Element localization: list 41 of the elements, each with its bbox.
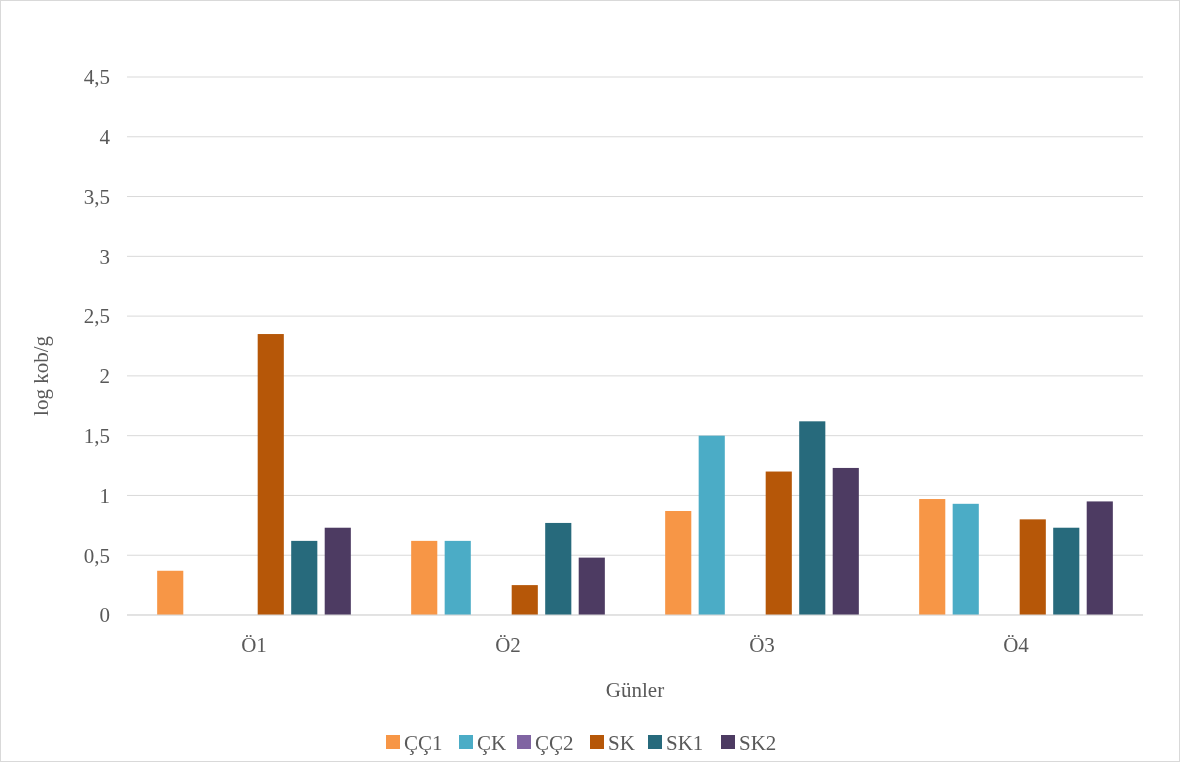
bar	[511, 585, 538, 615]
y-tick-label: 4,5	[83, 65, 110, 90]
bar	[157, 570, 184, 615]
legend-label: ÇK	[477, 731, 507, 756]
y-tick-label: 1	[99, 483, 110, 508]
legend-label: ÇÇ2	[535, 731, 574, 756]
x-tick-label: Ö2	[495, 633, 521, 657]
y-tick-label: 0,5	[83, 543, 110, 568]
bar	[257, 334, 284, 615]
x-tick-label: Ö1	[241, 633, 267, 657]
legend-label: SK	[608, 731, 635, 756]
bar	[665, 510, 692, 615]
bar	[1086, 501, 1113, 615]
y-tick-label: 0	[99, 603, 110, 628]
bar	[411, 540, 438, 615]
y-tick-label: 1,5	[83, 424, 110, 449]
y-tick-label: 4	[99, 125, 111, 150]
bar	[324, 527, 351, 615]
y-tick-label: 2	[99, 364, 110, 389]
bar	[919, 499, 946, 615]
y-tick-label: 3	[99, 244, 110, 269]
bar	[1019, 519, 1046, 615]
x-axis-title: Günler	[605, 678, 665, 702]
x-tick-label: Ö4	[1003, 633, 1030, 657]
bar	[578, 557, 605, 615]
bar	[799, 421, 826, 615]
y-tick-label: 3,5	[83, 184, 110, 209]
y-tick-label: 2,5	[83, 304, 110, 329]
bar	[444, 540, 471, 615]
bar	[545, 522, 572, 615]
legend-label: SK2	[739, 731, 777, 756]
y-axis-title: log kob/g	[29, 335, 53, 416]
bar	[698, 435, 725, 615]
legend-label: SK1	[666, 731, 704, 756]
bar	[765, 471, 792, 615]
bar	[832, 467, 859, 615]
legend-label: ÇÇ1	[404, 731, 443, 756]
bar	[952, 503, 979, 615]
x-tick-label: Ö3	[749, 633, 775, 657]
bar	[291, 540, 318, 615]
bar	[1053, 527, 1080, 615]
